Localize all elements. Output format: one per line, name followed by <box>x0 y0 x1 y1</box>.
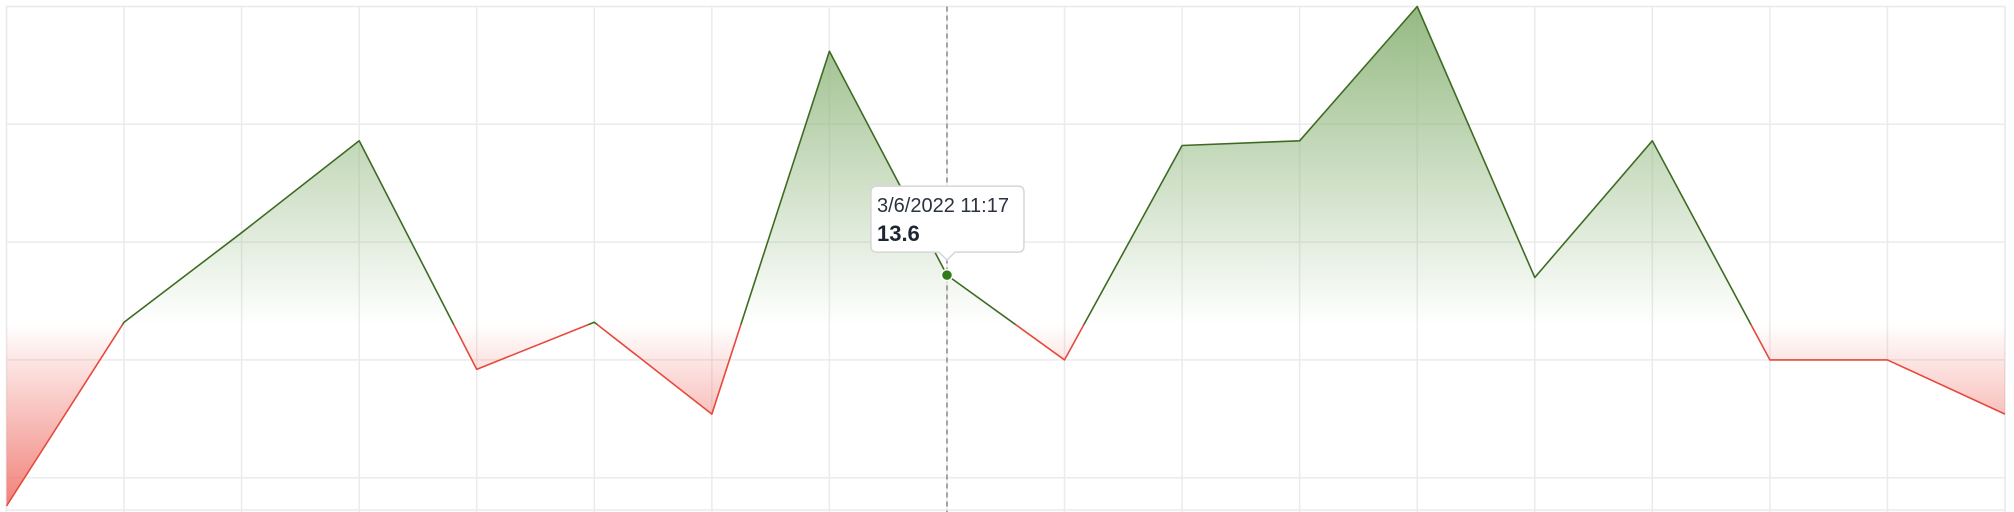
tooltip-box <box>870 185 1025 262</box>
tooltip-date: 3/6/2022 11:17 <box>877 195 1009 217</box>
hover-point <box>940 268 954 282</box>
tooltip: 3/6/2022 11:17 13.6 <box>870 6 1025 512</box>
area <box>6 6 2005 506</box>
tooltip-value: 13.6 <box>877 221 920 246</box>
plot <box>5 5 2006 507</box>
line <box>5 5 2006 507</box>
